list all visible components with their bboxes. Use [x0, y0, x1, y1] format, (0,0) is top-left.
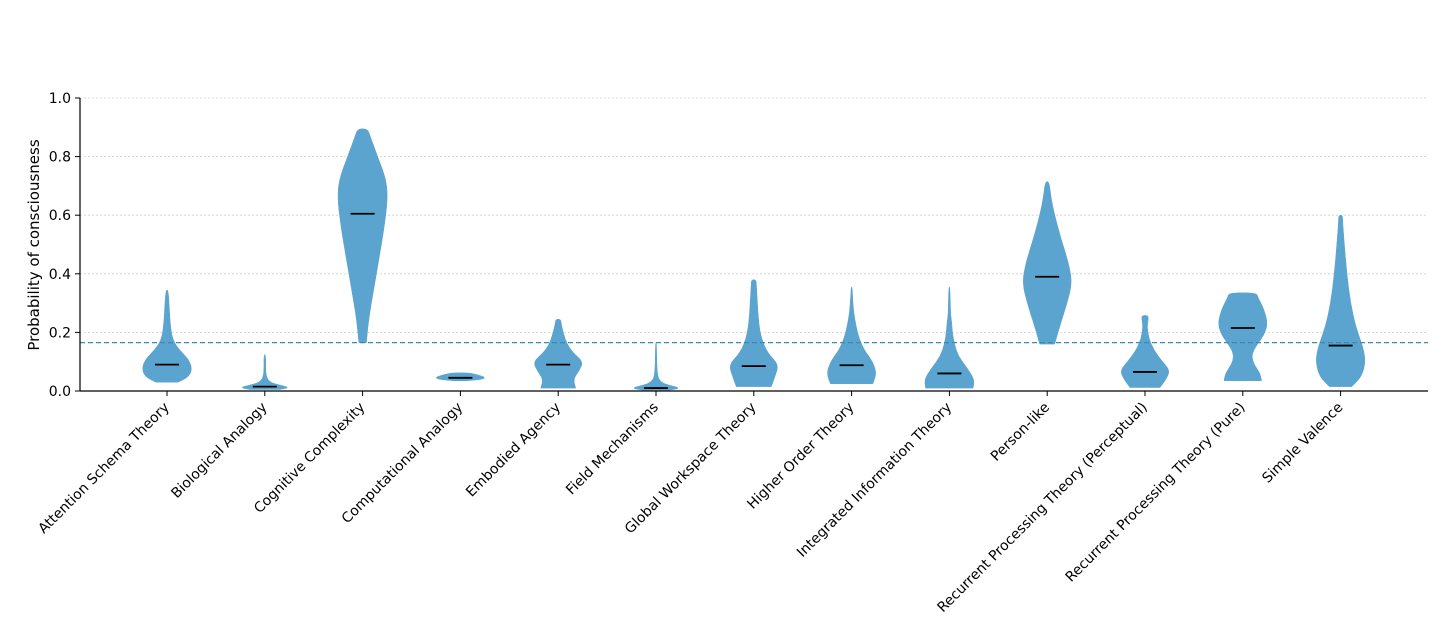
violin-2 — [337, 128, 388, 343]
violin-6 — [729, 279, 778, 387]
x-tick-label: Field Mechanisms — [563, 400, 662, 499]
violin-10 — [1121, 315, 1169, 388]
violin-11 — [1218, 292, 1268, 381]
axes: 0.0 0.2 0.4 0.6 0.8 1.0 Attention Schema Theor… — [35, 91, 1428, 616]
x-tick-label: Embodied Agency — [463, 400, 564, 501]
x-tick-label: Biological Analogy — [168, 400, 270, 502]
violin-3 — [436, 372, 485, 381]
x-tick-label: Person-like — [988, 400, 1053, 465]
y-tick-label: 1.0 — [49, 91, 71, 107]
x-tick-label: Recurrent Processing Theory (Pure) — [1063, 400, 1249, 586]
x-tick-label: Integrated Information Theory — [794, 400, 955, 561]
x-tick-label: Cognitive Complexity — [251, 400, 368, 517]
violin-8 — [924, 286, 975, 389]
violins — [142, 128, 1366, 391]
y-tick-label: 0.2 — [49, 325, 71, 341]
x-tick-label: Higher Order Theory — [744, 400, 857, 513]
x-tick-label: Simple Valence — [1259, 400, 1346, 487]
violin-0 — [142, 289, 192, 383]
y-tick-label: 0.0 — [49, 384, 71, 400]
y-axis-label: Probability of consciousness — [25, 139, 43, 350]
y-tick-label: 0.8 — [49, 150, 71, 166]
y-tick-label: 0.6 — [49, 208, 71, 224]
violin-4 — [534, 318, 583, 389]
violin-9 — [1023, 181, 1072, 345]
violin-5 — [633, 342, 679, 391]
x-tick-label: Attention Schema Theory — [35, 400, 172, 537]
violin-1 — [242, 354, 288, 390]
violin-7 — [827, 286, 876, 384]
y-tick-label: 0.4 — [49, 267, 71, 283]
x-tick-label: Recurrent Processing Theory (Perceptual) — [934, 400, 1150, 616]
violin-12 — [1316, 214, 1366, 387]
